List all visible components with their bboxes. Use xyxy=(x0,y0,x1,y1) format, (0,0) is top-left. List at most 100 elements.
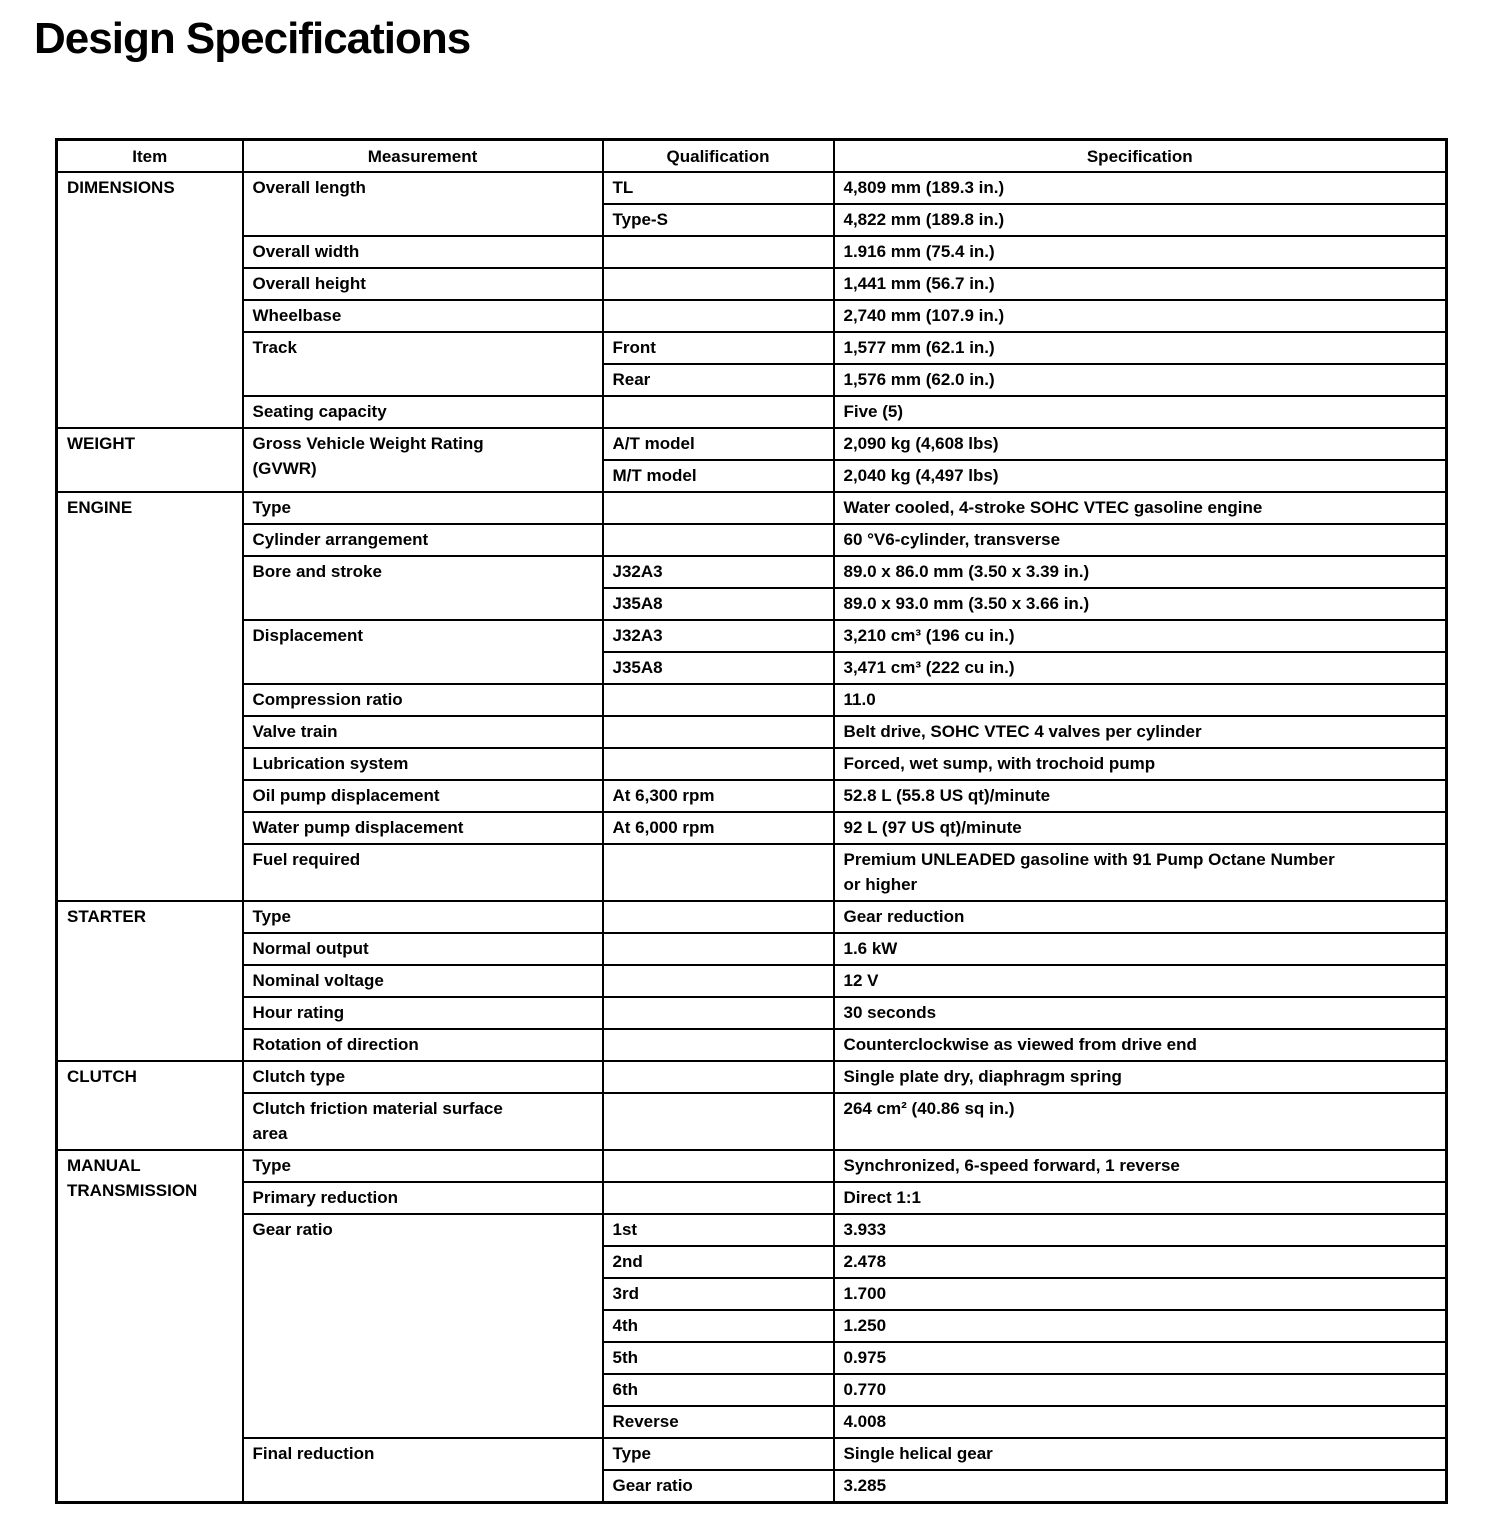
qualification-cell xyxy=(601,932,835,966)
table-row: ENGINE Type Water cooled, 4-stroke SOHC VT… xyxy=(55,491,1448,902)
item-cell: MANUAL TRANSMISSION xyxy=(55,1149,244,1504)
table-row: Primary reduction Direct 1:1 xyxy=(57,1181,1448,1215)
specification-cell: Single plate dry, diaphragm spring xyxy=(832,1060,1448,1094)
table-row: Bore and stroke J32A3 89.0 x 86.0 mm (3.50… xyxy=(57,555,1448,621)
item-cell: ENGINE xyxy=(55,491,244,902)
specification-cell: 2,040 kg (4,497 lbs) xyxy=(832,459,1448,493)
specification-cell: 60 °V6-cylinder, transverse xyxy=(832,523,1448,557)
table-row: CLUTCH Clutch type Single plate dry, diaph… xyxy=(55,1060,1448,1151)
specification-cell: 3.933 xyxy=(832,1213,1448,1247)
table-row: Overall width 1.916 mm (75.4 in.) xyxy=(57,235,1448,269)
specification-cell: 4,809 mm (189.3 in.) xyxy=(832,171,1448,205)
specification-cell: 1.916 mm (75.4 in.) xyxy=(832,235,1448,269)
specification-cell: 89.0 x 93.0 mm (3.50 x 3.66 in.) xyxy=(832,587,1448,621)
table-row: Lubrication system Forced, wet sump, with… xyxy=(57,747,1448,781)
qualification-cell xyxy=(601,395,835,429)
qualification-cell: J32A3 xyxy=(601,555,835,589)
table-row: J35A8 89.0 x 93.0 mm (3.50 x 3.66 in.) xyxy=(57,587,1448,621)
table-row: Normal output 1.6 kW xyxy=(57,932,1448,966)
item-cell: DIMENSIONS xyxy=(55,171,244,429)
measurement-cell: Hour rating xyxy=(241,996,604,1030)
specification-cell: 1.6 kW xyxy=(832,932,1448,966)
specification-cell: Forced, wet sump, with trochoid pump xyxy=(832,747,1448,781)
qualification-cell: Reverse xyxy=(601,1405,835,1439)
table-row: 6th 0.770 xyxy=(57,1373,1448,1407)
qualification-cell: A/T model xyxy=(601,427,835,461)
measurement-cell: Compression ratio xyxy=(241,683,604,717)
specification-cell: Five (5) xyxy=(832,395,1448,429)
specification-cell: Single helical gear xyxy=(832,1437,1448,1471)
qualification-cell: Type-S xyxy=(601,203,835,237)
table-row: WEIGHT Gross Vehicle Weight Rating (GVWR)… xyxy=(55,427,1448,493)
table-row: Hour rating 30 seconds xyxy=(57,996,1448,1030)
specification-cell: Premium UNLEADED gasoline with 91 Pump O… xyxy=(832,843,1448,902)
table-row: Type-S 4,822 mm (189.8 in.) xyxy=(57,203,1448,237)
qualification-cell xyxy=(601,964,835,998)
table-row: J35A8 3,471 cm³ (222 cu in.) xyxy=(57,651,1448,685)
qualification-cell xyxy=(601,747,835,781)
measurement-cell: Type xyxy=(241,1149,604,1183)
measurement-cell: Displacement xyxy=(241,619,604,685)
table-row: Rear 1,576 mm (62.0 in.) xyxy=(57,363,1448,397)
measurement-cell: Track xyxy=(241,331,604,397)
table-body: DIMENSIONS Overall length TL 4,809 mm (189.… xyxy=(55,171,1448,1504)
specification-cell: 3.285 xyxy=(832,1469,1448,1504)
table-row: Fuel required Premium UNLEADED gasoline w… xyxy=(57,843,1448,902)
specification-cell: 4,822 mm (189.8 in.) xyxy=(832,203,1448,237)
table-row: Track Front 1,577 mm (62.1 in.) xyxy=(57,331,1448,397)
qualification-cell: TL xyxy=(601,171,835,205)
specification-cell: 2.478 xyxy=(832,1245,1448,1279)
specification-cell: 12 V xyxy=(832,964,1448,998)
table-row: 5th 0.975 xyxy=(57,1341,1448,1375)
column-header-qualification: Qualification xyxy=(601,138,835,173)
qualification-cell: Front xyxy=(601,331,835,365)
qualification-cell xyxy=(601,491,835,525)
measurement-cell: Fuel required xyxy=(241,843,604,902)
column-header-specification: Specification xyxy=(832,138,1448,173)
table-row: Wheelbase 2,740 mm (107.9 in.) xyxy=(57,299,1448,333)
qualification-cell xyxy=(601,715,835,749)
specification-cell: 3,210 cm³ (196 cu in.) xyxy=(832,619,1448,653)
item-cell: WEIGHT xyxy=(55,427,244,493)
qualification-cell xyxy=(601,1060,835,1094)
specification-cell: Counterclockwise as viewed from drive en… xyxy=(832,1028,1448,1062)
qualification-cell: At 6,300 rpm xyxy=(601,779,835,813)
qualification-cell xyxy=(601,1028,835,1062)
column-header-item: Item xyxy=(55,138,244,173)
measurement-cell: Type xyxy=(241,491,604,525)
qualification-cell: 6th xyxy=(601,1373,835,1407)
measurement-cell: Lubrication system xyxy=(241,747,604,781)
qualification-cell xyxy=(601,235,835,269)
measurement-cell: Overall height xyxy=(241,267,604,301)
table-row: STARTER Type Gear reduction xyxy=(55,900,1448,1062)
measurement-cell: Clutch type xyxy=(241,1060,604,1094)
table-row: Cylinder arrangement 60 °V6-cylinder, tra… xyxy=(57,523,1448,557)
table-row: 4th 1.250 xyxy=(57,1309,1448,1343)
specification-cell: 264 cm² (40.86 sq in.) xyxy=(832,1092,1448,1151)
measurement-cell: Gear ratio xyxy=(241,1213,604,1439)
specification-cell: 1,441 mm (56.7 in.) xyxy=(832,267,1448,301)
specification-cell: 2,740 mm (107.9 in.) xyxy=(832,299,1448,333)
specification-cell: Direct 1:1 xyxy=(832,1181,1448,1215)
qualification-cell xyxy=(601,267,835,301)
qualification-cell: M/T model xyxy=(601,459,835,493)
qualification-cell: 2nd xyxy=(601,1245,835,1279)
measurement-cell: Water pump displacement xyxy=(241,811,604,845)
measurement-cell: Clutch friction material surface area xyxy=(241,1092,604,1151)
qualification-cell: J35A8 xyxy=(601,651,835,685)
table-row: M/T model 2,040 kg (4,497 lbs) xyxy=(57,459,1448,493)
measurement-cell: Gross Vehicle Weight Rating (GVWR) xyxy=(241,427,604,493)
measurement-cell: Overall length xyxy=(241,171,604,237)
specification-cell: 30 seconds xyxy=(832,996,1448,1030)
specification-cell: Belt drive, SOHC VTEC 4 valves per cylin… xyxy=(832,715,1448,749)
qualification-cell: 1st xyxy=(601,1213,835,1247)
measurement-cell: Cylinder arrangement xyxy=(241,523,604,557)
specification-cell: Gear reduction xyxy=(832,900,1448,934)
qualification-cell xyxy=(601,683,835,717)
column-header-measurement: Measurement xyxy=(241,138,604,173)
qualification-cell xyxy=(601,843,835,902)
qualification-cell xyxy=(601,1181,835,1215)
table-row: Gear ratio 1st 3.933 xyxy=(57,1213,1448,1439)
measurement-cell: Final reduction xyxy=(241,1437,604,1504)
